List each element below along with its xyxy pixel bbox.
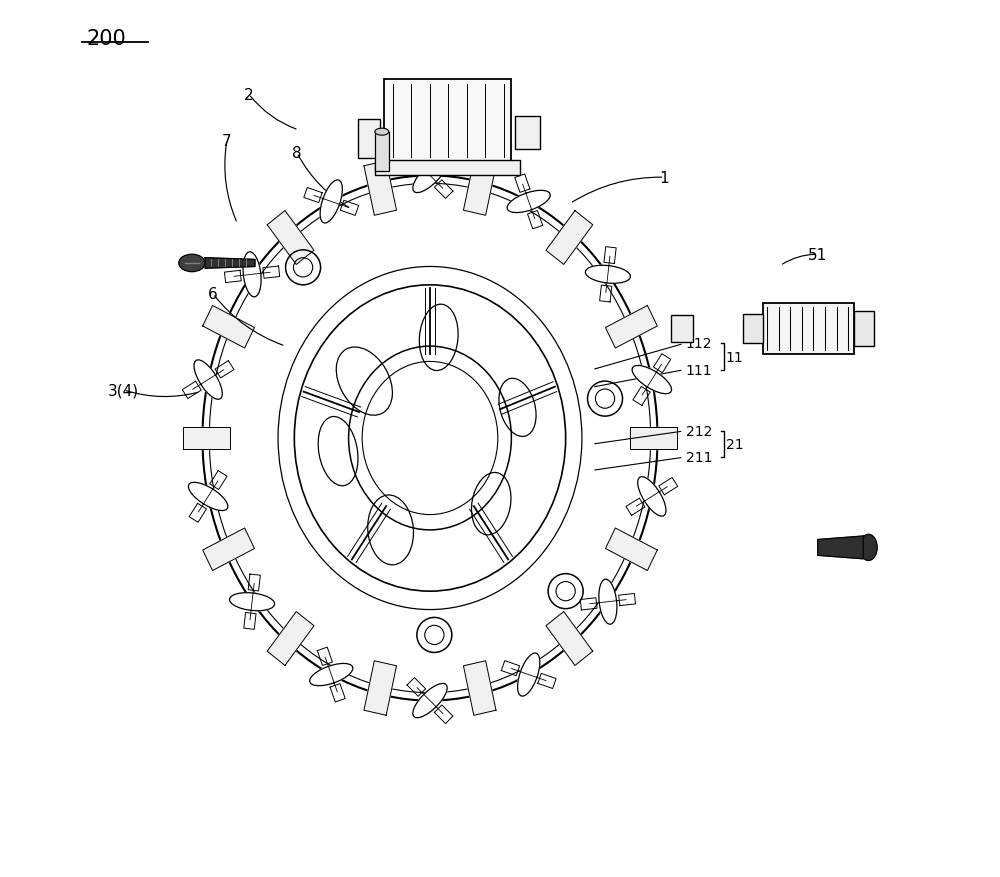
- Polygon shape: [310, 664, 353, 686]
- Polygon shape: [507, 191, 550, 213]
- Polygon shape: [599, 580, 617, 624]
- Polygon shape: [463, 161, 496, 216]
- Text: 6: 6: [208, 287, 218, 302]
- Polygon shape: [605, 529, 657, 571]
- Polygon shape: [203, 529, 254, 571]
- Polygon shape: [194, 360, 222, 400]
- Polygon shape: [546, 211, 593, 265]
- Polygon shape: [818, 537, 863, 560]
- Polygon shape: [364, 661, 397, 716]
- Text: 3(4): 3(4): [108, 383, 139, 398]
- Polygon shape: [205, 259, 255, 269]
- Bar: [763, 303, 854, 354]
- Text: 112: 112: [686, 337, 712, 351]
- Bar: [671, 316, 693, 342]
- Bar: [743, 315, 763, 344]
- Text: 2: 2: [244, 88, 254, 103]
- Bar: [854, 311, 874, 347]
- Text: 11: 11: [726, 350, 744, 364]
- Polygon shape: [638, 477, 666, 517]
- Polygon shape: [463, 661, 496, 716]
- Polygon shape: [546, 612, 593, 666]
- Text: 111: 111: [686, 363, 712, 377]
- Polygon shape: [230, 593, 275, 611]
- Bar: [384, 80, 511, 163]
- Text: 8: 8: [292, 146, 302, 161]
- Polygon shape: [630, 427, 677, 450]
- Bar: [375, 132, 389, 172]
- Text: 212: 212: [686, 424, 712, 438]
- Bar: [358, 119, 380, 159]
- Polygon shape: [188, 482, 228, 511]
- Ellipse shape: [860, 535, 877, 561]
- Polygon shape: [267, 612, 314, 666]
- Ellipse shape: [375, 129, 389, 136]
- Bar: [375, 160, 520, 176]
- Polygon shape: [183, 427, 230, 450]
- Text: 1: 1: [660, 170, 669, 185]
- Polygon shape: [243, 253, 261, 297]
- Text: 200: 200: [87, 29, 127, 49]
- Polygon shape: [413, 683, 447, 718]
- Polygon shape: [585, 266, 630, 284]
- Polygon shape: [605, 306, 657, 348]
- Polygon shape: [413, 159, 447, 194]
- Polygon shape: [518, 653, 540, 696]
- Polygon shape: [632, 366, 672, 395]
- Text: 7: 7: [222, 134, 232, 149]
- Polygon shape: [203, 306, 254, 348]
- Text: 51: 51: [808, 247, 827, 262]
- Polygon shape: [320, 181, 342, 224]
- Polygon shape: [267, 211, 314, 265]
- Text: 211: 211: [686, 451, 712, 465]
- Polygon shape: [364, 161, 397, 216]
- Text: 21: 21: [726, 438, 743, 452]
- Bar: [515, 117, 540, 150]
- Text: 52: 52: [486, 121, 505, 136]
- Ellipse shape: [179, 255, 205, 273]
